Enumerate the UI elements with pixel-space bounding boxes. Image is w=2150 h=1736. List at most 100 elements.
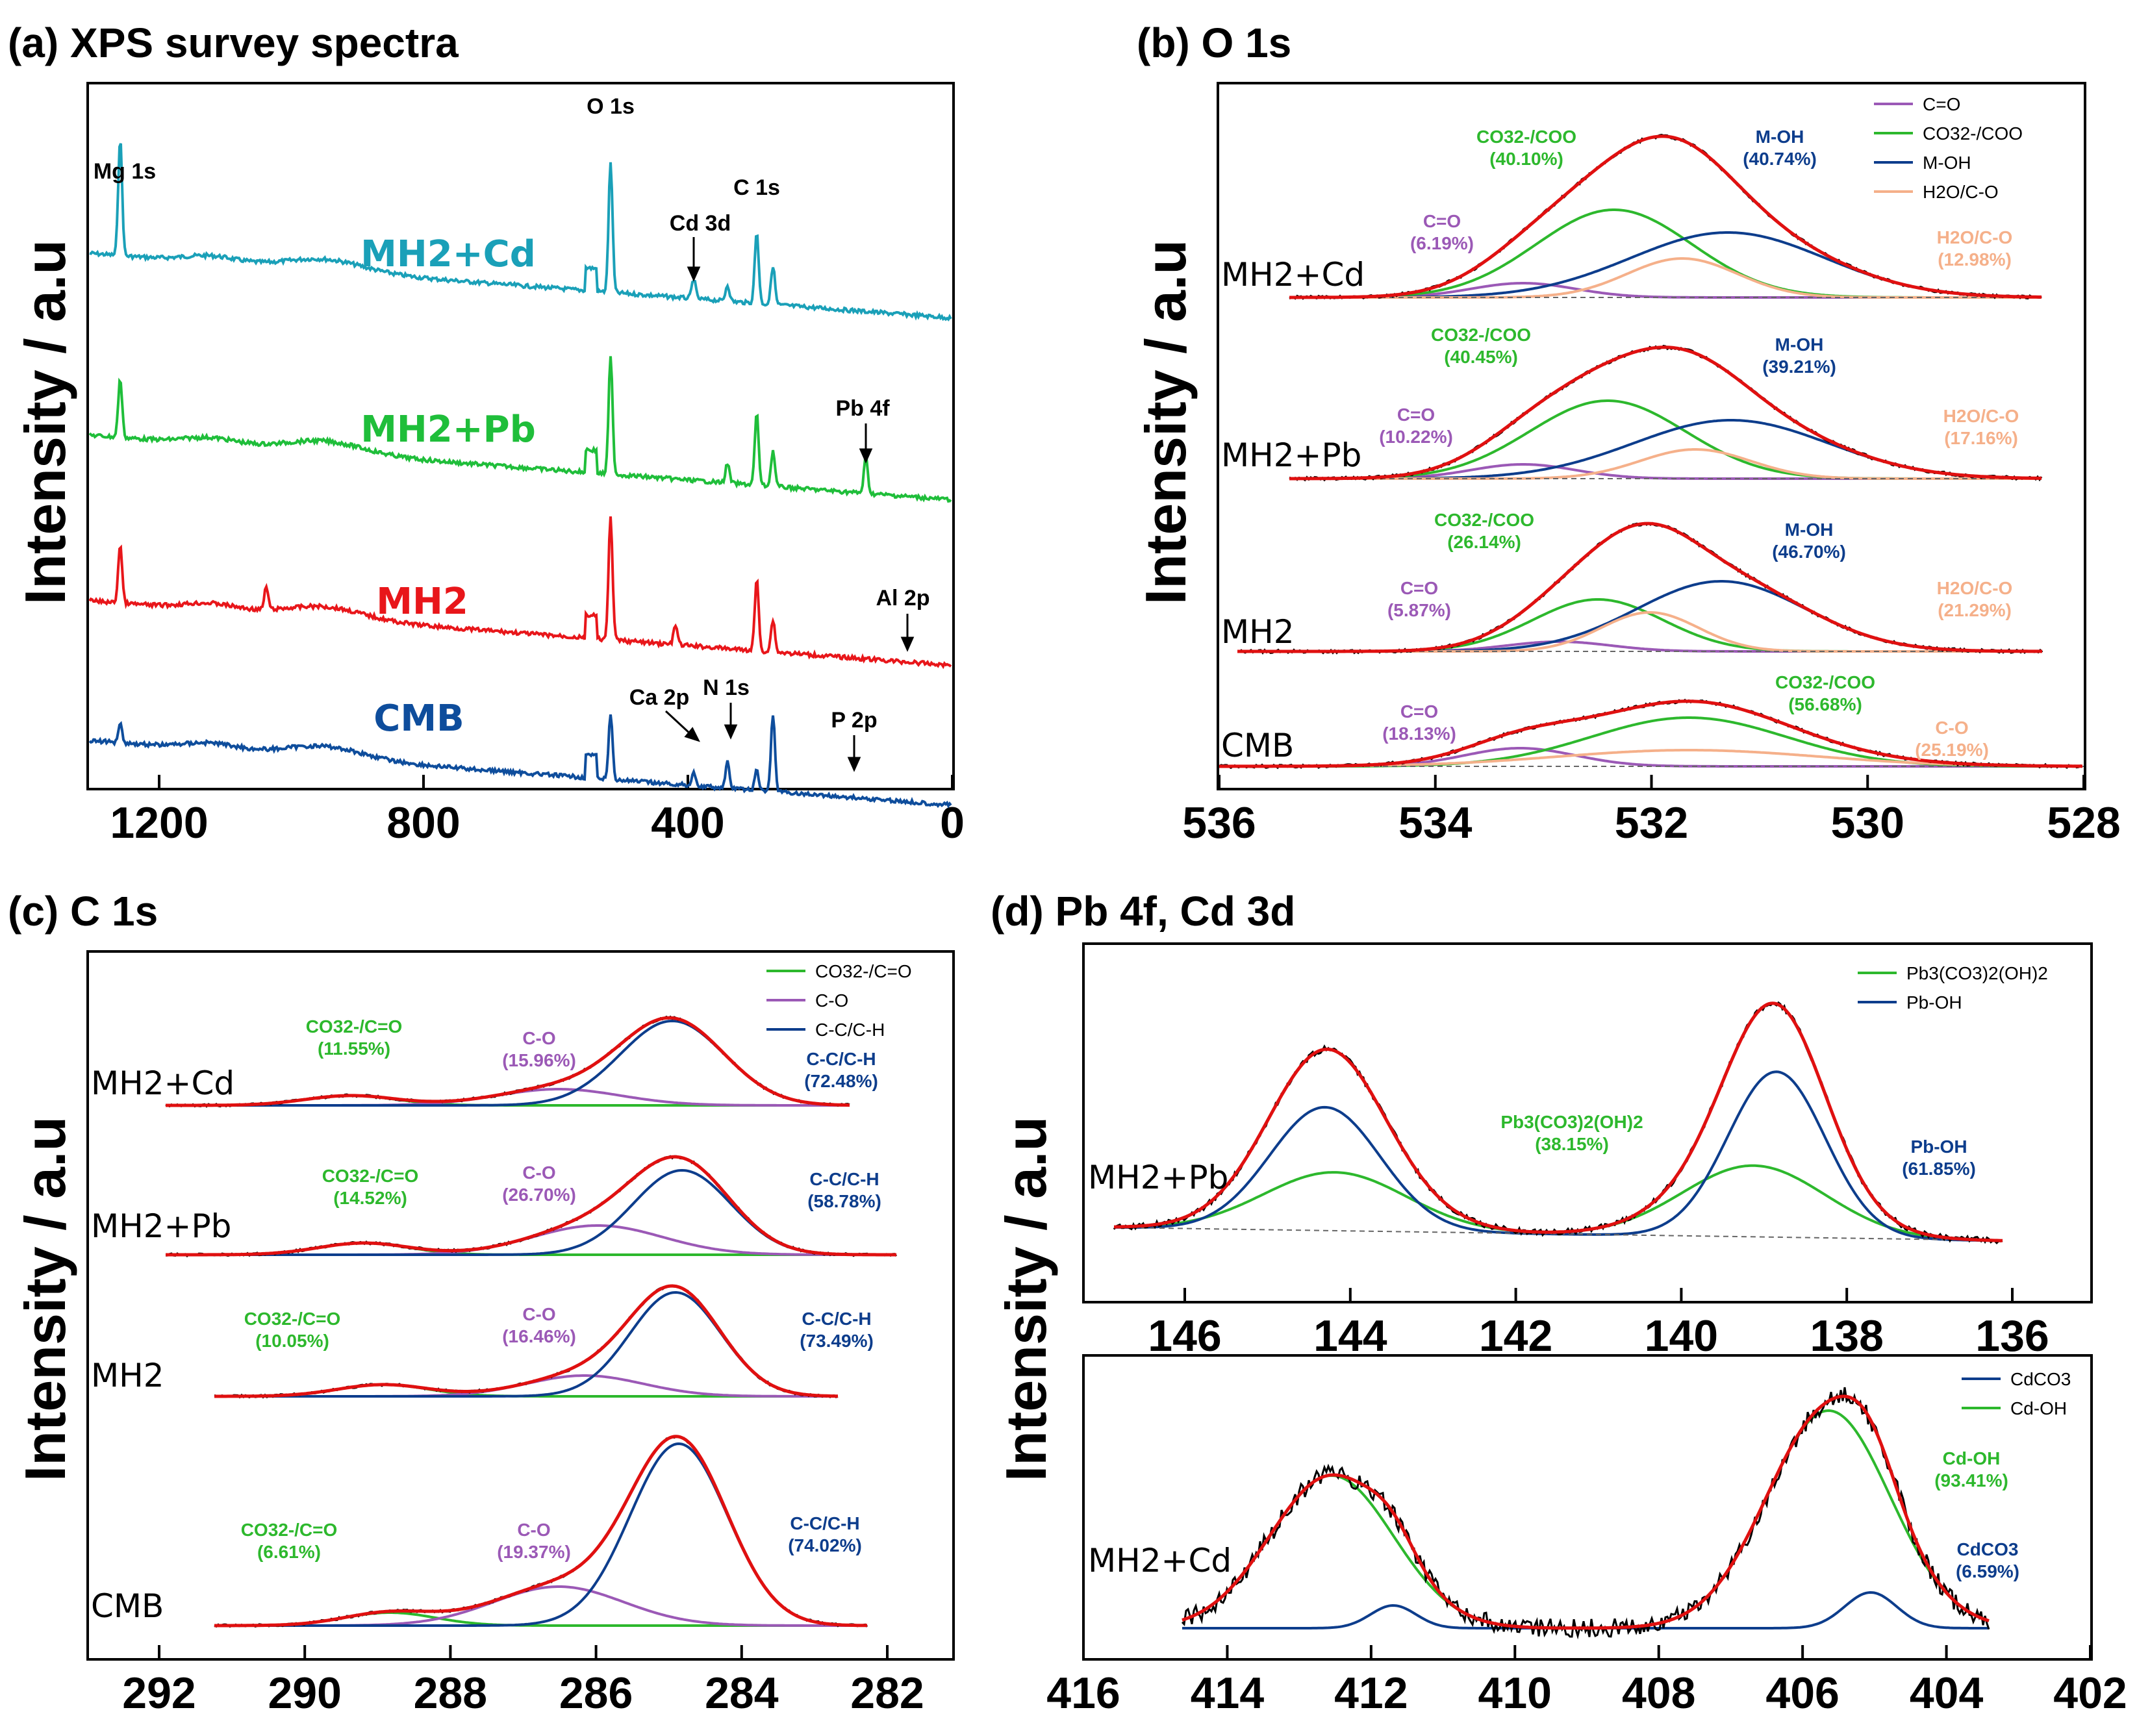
annot-d-pboh-pct: (61.85%) <box>1902 1159 1976 1179</box>
spectrum-a-3 <box>88 714 952 809</box>
panel-b-label-mh2cd: MH2+Cd <box>1221 256 1365 294</box>
annot-b-2-co-pct: (5.87%) <box>1387 600 1451 620</box>
legend-b-moh: M-OH <box>1923 153 1971 173</box>
annot-b-1-h2o: H2O/C-O <box>1943 406 2019 426</box>
baseline-d-top <box>1113 1227 2005 1241</box>
raw-d-bot <box>1181 1387 1990 1640</box>
d-bot-ticklabel-402: 402 <box>2053 1668 2127 1718</box>
panel-d-legend-bottom: CdCO3 Cd-OH <box>1962 1369 2071 1418</box>
peak-label-p2p: P 2p <box>831 708 877 733</box>
peak-label-ca2p: Ca 2p <box>629 685 690 710</box>
annot-c-3-cc-pct: (74.02%) <box>788 1535 862 1555</box>
panel-a-label-cmb: CMB <box>373 698 464 740</box>
panel-c-annotations: CO32-/C=O(11.55%)C-O(15.96%) C-C/C-H(72.4… <box>241 1016 881 1562</box>
d-top-ticklabel-142: 142 <box>1479 1311 1552 1361</box>
c-ticklabel-290: 290 <box>268 1668 341 1718</box>
peak-label-c1s: C 1s <box>733 175 780 200</box>
panel-d-label-mh2cd: MH2+Cd <box>1088 1542 1232 1579</box>
annot-d-cdoh: Cd-OH <box>1943 1448 2001 1468</box>
annot-b-2-co: C=O <box>1400 578 1438 598</box>
panel-a-title: (a) XPS survey spectra <box>8 19 459 66</box>
component-d-bot-cdoh <box>1182 1409 1990 1629</box>
legend-c-cc: C-C/C-H <box>815 1020 885 1040</box>
spectrum-a-1 <box>88 356 952 503</box>
annot-c-2-cc-pct: (73.49%) <box>800 1331 874 1351</box>
peak-label-cd3d: Cd 3d <box>670 211 731 236</box>
legend-d-pbc: Pb3(CO3)2(OH)2 <box>1906 963 2048 983</box>
panel-c-ylabel: Intensity / a.u <box>13 1116 77 1481</box>
annot-c-1-cc: C-C/C-H <box>809 1169 879 1189</box>
panel-c: (c) C 1s Intensity / a.u 292 290 288 286 284… <box>8 888 955 1718</box>
a-ticklabel-1200: 1200 <box>110 798 208 848</box>
panel-a-spectra <box>88 143 952 809</box>
annot-d-pboh: Pb-OH <box>1910 1137 1967 1157</box>
annot-c-1-co-pct: (26.70%) <box>502 1185 576 1205</box>
annot-c-0-coo-pct: (11.55%) <box>318 1038 390 1059</box>
fit-b-1 <box>1289 346 2042 481</box>
annot-b-1-coo-pct: (40.45%) <box>1444 347 1518 367</box>
panel-a-ylabel: Intensity / a.u <box>13 240 77 605</box>
annot-c-0-co: C-O <box>522 1028 555 1048</box>
component-d-top-pbc <box>1114 1164 2003 1242</box>
annot-b-0-moh-pct: (40.74%) <box>1743 149 1817 169</box>
panel-b: (b) O 1s Intensity / a.u 536 534 532 530 528… <box>1133 19 2121 848</box>
panel-d-bottom-frame <box>1082 1354 2093 1661</box>
panel-d-xaxis: 146 144 142 140 138 136 416 414 412 410 408 406 404 4… <box>1046 1288 2127 1718</box>
annot-c-2-co-pct: (16.46%) <box>502 1326 576 1346</box>
legend-c-co: C-O <box>815 990 848 1011</box>
c-ticklabel-282: 282 <box>850 1668 924 1718</box>
annot-b-0-coo: CO32-/COO <box>1476 127 1576 147</box>
d-bot-ticklabel-408: 408 <box>1622 1668 1695 1718</box>
panel-a-label-mh2cd: MH2+Cd <box>360 233 536 275</box>
panel-d-label-mh2pb: MH2+Pb <box>1088 1159 1228 1196</box>
annot-b-2-h2o-pct: (21.29%) <box>1938 600 2012 620</box>
panel-d-title: (d) Pb 4f, Cd 3d <box>991 888 1295 935</box>
legend-d-cdc: CdCO3 <box>2010 1369 2071 1389</box>
annot-c-2-co: C-O <box>522 1304 555 1324</box>
panel-b-annotations: C=O(6.19%)CO32-/COO(40.10%)M-OH(40.74%)H… <box>1379 127 2019 760</box>
panel-b-label-mh2pb: MH2+Pb <box>1221 436 1361 474</box>
panel-b-title: (b) O 1s <box>1137 19 1291 66</box>
annot-b-1-h2o-pct: (17.16%) <box>1944 428 2018 448</box>
annot-c-3-cc: C-C/C-H <box>790 1513 859 1533</box>
panel-a-xaxis: 1200 800 400 0 <box>110 775 965 848</box>
d-top-ticklabel-138: 138 <box>1810 1311 1883 1361</box>
component-d-bot-cdc <box>1182 1591 1989 1629</box>
component-c-1-cc <box>166 1168 896 1256</box>
annot-b-1-co: C=O <box>1397 405 1435 425</box>
d-top-ticklabel-136: 136 <box>1975 1311 2049 1361</box>
annot-b-1-co-pct: (10.22%) <box>1379 427 1453 447</box>
annot-b-0-coo-pct: (40.10%) <box>1489 149 1563 169</box>
annot-b-3-coo-pct: (56.68%) <box>1788 694 1862 714</box>
panel-c-legend: CO32-/C=O C-O C-C/C-H <box>766 961 912 1040</box>
d-top-ticklabel-140: 140 <box>1645 1311 1718 1361</box>
panel-c-label-mh2pb: MH2+Pb <box>91 1207 231 1245</box>
legend-d-cdoh: Cd-OH <box>2010 1398 2067 1418</box>
annot-d-cdc-pct: (6.59%) <box>1956 1561 2019 1581</box>
annot-c-2-coo-pct: (10.05%) <box>255 1331 329 1351</box>
panel-a-frame <box>86 82 955 790</box>
panel-b-label-cmb: CMB <box>1221 727 1294 764</box>
panel-c-xaxis: 292 290 288 286 284 282 <box>122 1645 924 1718</box>
panel-a-arrows <box>664 237 915 772</box>
annot-c-1-coo: CO32-/C=O <box>322 1166 419 1186</box>
b-ticklabel-536: 536 <box>1182 798 1256 848</box>
annot-b-3-co-pct: (18.13%) <box>1382 723 1456 744</box>
b-ticklabel-534: 534 <box>1398 798 1473 848</box>
annot-b-1-moh-pct: (39.21%) <box>1762 357 1836 377</box>
d-bot-ticklabel-410: 410 <box>1478 1668 1552 1718</box>
c-ticklabel-288: 288 <box>414 1668 487 1718</box>
c-ticklabel-292: 292 <box>122 1668 196 1718</box>
annot-c-3-co: C-O <box>517 1520 550 1540</box>
annot-b-1-moh: M-OH <box>1775 334 1824 355</box>
spectrum-a-0 <box>89 143 952 321</box>
legend-b-h2o: H2O/C-O <box>1923 182 1999 202</box>
panel-d-annotations: Pb3(CO3)2(OH)2(38.15%) Pb-OH(61.85%) Cd-OH… <box>1500 1112 2019 1581</box>
annot-b-2-coo-pct: (26.14%) <box>1447 532 1521 552</box>
annot-d-pbc: Pb3(CO3)2(OH)2 <box>1500 1112 1643 1132</box>
annot-c-1-coo-pct: (14.52%) <box>333 1188 407 1208</box>
annot-c-2-coo: CO32-/C=O <box>244 1309 341 1329</box>
annot-b-3-h2o: C-O <box>1935 718 1968 738</box>
component-b-0-moh <box>1289 231 2042 299</box>
